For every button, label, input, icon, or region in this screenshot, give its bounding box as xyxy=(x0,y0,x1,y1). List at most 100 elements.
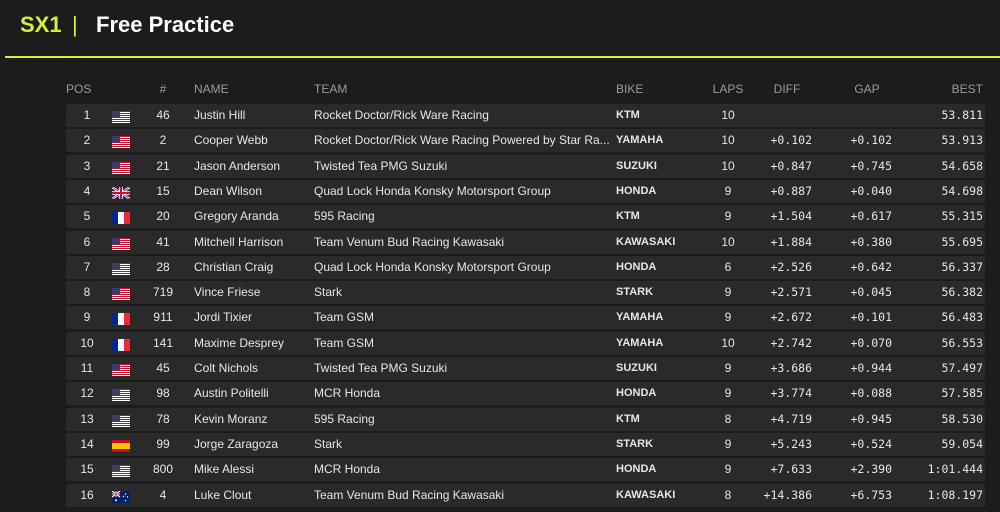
bike: YAMAHA xyxy=(616,311,664,324)
position: 15 xyxy=(80,462,94,477)
laps: 10 xyxy=(721,335,735,350)
team: Team Venum Bud Racing Kawasaki xyxy=(314,234,505,249)
diff: +7.633 xyxy=(770,462,812,477)
position: 6 xyxy=(83,234,91,249)
position: 3 xyxy=(83,158,91,173)
laps: 10 xyxy=(721,234,735,249)
column-header: LAPS xyxy=(712,82,744,96)
position: 10 xyxy=(80,335,94,350)
rider-name: Colt Nichols xyxy=(194,361,259,375)
best: 55.315 xyxy=(941,209,983,224)
diff: +0.887 xyxy=(770,183,812,198)
gap: +0.524 xyxy=(850,436,892,451)
laps: 9 xyxy=(724,183,732,198)
position: 1 xyxy=(83,108,91,122)
result-row: 11 45 Colt Nichols Twisted Tea PMG Suzuki SU… xyxy=(66,357,985,380)
bike: SUZUKI xyxy=(616,159,657,172)
bike: KTM xyxy=(616,210,640,223)
gap: +0.945 xyxy=(850,411,892,426)
result-row: 3 21 Jason Anderson Twisted Tea PMG Suzuki S… xyxy=(66,154,985,179)
laps: 10 xyxy=(721,133,735,148)
rider-name: Justin Hill xyxy=(194,108,246,122)
flag xyxy=(112,414,130,432)
column-header: BIKE xyxy=(616,82,644,96)
flag xyxy=(112,464,130,482)
team: Quad Lock Honda Konsky Motorsport Group xyxy=(314,183,551,198)
column-header: DIFF xyxy=(773,82,801,96)
result-row: 6 41 Mitchell Harrison Team Venum Bud Racin… xyxy=(66,230,985,254)
column-header: NAME xyxy=(194,82,229,96)
number: 141 xyxy=(152,335,174,350)
number: 20 xyxy=(156,209,170,224)
best: 54.698 xyxy=(941,183,983,198)
result-row: 15 800 Mike Alessi MCR Honda HONDA 9 +7.633 +2.… xyxy=(66,458,985,482)
number: 21 xyxy=(156,158,170,173)
flag xyxy=(112,135,130,153)
result-row: 10 141 Maxime Desprey Team GSM YAMAHA 10 +2.74… xyxy=(66,331,985,355)
number: 98 xyxy=(156,386,170,401)
best: 53.811 xyxy=(941,108,983,122)
team: Stark xyxy=(314,285,343,300)
rider-name: Luke Clout xyxy=(194,487,252,502)
result-row: 7 28 Christian Craig Quad Lock Honda Konsky… xyxy=(66,255,985,280)
laps: 9 xyxy=(724,361,732,375)
diff: +14.386 xyxy=(763,487,812,502)
team: MCR Honda xyxy=(314,462,381,477)
flag xyxy=(112,388,130,406)
header-rule xyxy=(5,56,1000,58)
gap: +0.944 xyxy=(850,361,892,375)
team: 595 Racing xyxy=(314,209,375,224)
result-row: 1 46 Justin Hill Rocket Doctor/Rick Ware Ra… xyxy=(66,104,985,127)
flag xyxy=(112,262,130,280)
laps: 9 xyxy=(724,285,732,300)
flag xyxy=(112,363,130,381)
bike: HONDA xyxy=(616,260,657,273)
column-header: BEST xyxy=(951,82,983,96)
rider-name: Jordi Tixier xyxy=(194,310,253,325)
result-row: 12 98 Austin Politelli MCR Honda HONDA 9 +3.77… xyxy=(66,382,985,406)
flag xyxy=(112,287,130,305)
number: 99 xyxy=(156,436,170,451)
laps: 6 xyxy=(724,259,732,274)
number: 78 xyxy=(156,411,170,426)
rider-name: Mitchell Harrison xyxy=(194,234,284,249)
team: Team GSM xyxy=(314,310,375,325)
flag xyxy=(112,211,130,229)
best: 56.483 xyxy=(941,310,983,325)
position: 13 xyxy=(80,411,94,426)
best: 54.658 xyxy=(941,158,983,173)
gap: +0.070 xyxy=(850,335,892,350)
team: Team Venum Bud Racing Kawasaki xyxy=(314,487,505,502)
position: 9 xyxy=(83,310,91,325)
number: 28 xyxy=(156,259,170,274)
position: 7 xyxy=(83,259,91,274)
diff: +5.243 xyxy=(770,436,812,451)
best: 57.497 xyxy=(941,361,983,375)
gap: +0.102 xyxy=(850,133,892,148)
diff: +3.774 xyxy=(770,386,812,401)
rider-name: Austin Politelli xyxy=(194,386,269,401)
gap: +0.617 xyxy=(850,209,892,224)
number: 15 xyxy=(156,183,170,198)
rider-name: Maxime Desprey xyxy=(194,335,285,350)
diff: +3.686 xyxy=(770,361,812,375)
best: 56.553 xyxy=(941,335,983,350)
best: 59.054 xyxy=(941,436,983,451)
result-row: 14 99 Jorge Zaragoza Stark STARK 9 +5.243 +0.52… xyxy=(66,432,985,456)
team: Quad Lock Honda Konsky Motorsport Group xyxy=(314,259,551,274)
bike: KTM xyxy=(616,412,640,425)
diff: +2.742 xyxy=(770,335,812,350)
rider-name: Vince Friese xyxy=(194,285,261,300)
laps: 9 xyxy=(724,436,732,451)
rider-name: Dean Wilson xyxy=(194,183,263,198)
best: 55.695 xyxy=(941,234,983,249)
best: 57.585 xyxy=(941,386,983,401)
diff: +2.571 xyxy=(770,285,812,300)
team: MCR Honda xyxy=(314,386,381,401)
team: Twisted Tea PMG Suzuki xyxy=(314,361,448,375)
gap: +0.745 xyxy=(850,158,892,173)
flag xyxy=(112,161,130,179)
flag xyxy=(112,312,130,330)
best: 58.530 xyxy=(941,411,983,426)
bike: HONDA xyxy=(616,463,657,476)
